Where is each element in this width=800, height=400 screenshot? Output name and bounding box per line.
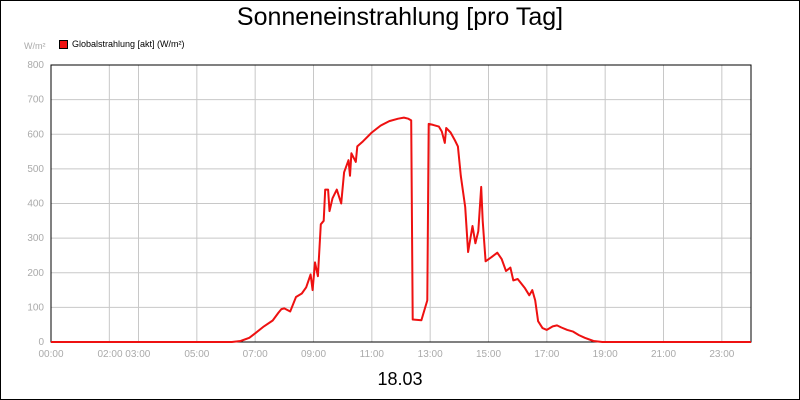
legend-label: Globalstrahlung [akt] (W/m²) bbox=[72, 39, 185, 49]
series-line bbox=[51, 116, 751, 343]
y-tick-label: 200 bbox=[27, 268, 44, 279]
plot-border bbox=[50, 64, 752, 343]
x-tick-label: 17:00 bbox=[534, 349, 559, 360]
y-tick-label: 0 bbox=[38, 337, 44, 348]
x-tick-label: 11:00 bbox=[360, 349, 385, 360]
y-tick-label: 600 bbox=[27, 129, 44, 140]
x-tick-label: 13:00 bbox=[418, 349, 443, 360]
legend: Globalstrahlung [akt] (W/m²) bbox=[59, 39, 185, 49]
y-tick-label: 800 bbox=[27, 60, 44, 71]
y-tick-label: 100 bbox=[27, 302, 44, 313]
x-tick-label: 07:00 bbox=[243, 349, 268, 360]
x-tick-label: 21:00 bbox=[651, 349, 676, 360]
x-tick-label: 19:00 bbox=[593, 349, 618, 360]
x-tick-label: 00:00 bbox=[38, 349, 63, 360]
y-tick-label: 700 bbox=[27, 95, 44, 106]
date-label: 18.03 bbox=[377, 369, 423, 389]
x-tick-label: 23:00 bbox=[709, 349, 734, 360]
chart-title: Sonneneinstrahlung [pro Tag] bbox=[236, 3, 564, 31]
x-tick-label: 02:00 03:00 bbox=[98, 349, 151, 360]
x-tick-label: 05:00 bbox=[184, 349, 209, 360]
y-tick-label: 400 bbox=[27, 199, 44, 210]
x-tick-label: 15:00 bbox=[476, 349, 501, 360]
unit-label: W/m² bbox=[24, 41, 46, 51]
y-tick-label: 500 bbox=[27, 164, 44, 175]
x-tick-label: 09:00 bbox=[301, 349, 326, 360]
y-tick-label: 300 bbox=[27, 233, 44, 244]
legend-swatch bbox=[59, 39, 68, 49]
